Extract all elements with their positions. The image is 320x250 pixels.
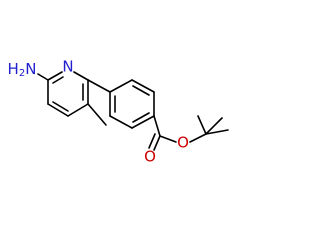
carbonyl-oxygen-label: O xyxy=(144,148,156,166)
bond xyxy=(73,71,89,81)
ester-oxygen-label: O xyxy=(177,134,189,152)
amine-label: H2N xyxy=(8,60,37,80)
bonds xyxy=(37,71,229,151)
bond xyxy=(87,103,107,126)
bond xyxy=(205,117,223,135)
bond xyxy=(132,85,150,96)
amine-subscript: 2 xyxy=(19,68,25,79)
bond xyxy=(159,135,177,143)
bond xyxy=(47,103,69,117)
bond xyxy=(132,112,150,123)
bond xyxy=(153,115,161,137)
bond xyxy=(197,115,207,135)
amine-prefix: H xyxy=(8,60,19,78)
page: H2N N O O (() => { const data = JSON.par… xyxy=(7,57,229,166)
bond xyxy=(109,79,133,93)
ring-nitrogen-label: N xyxy=(62,58,73,76)
bond xyxy=(131,115,155,129)
bond xyxy=(87,79,111,93)
bond xyxy=(205,129,229,135)
amine-atom: N xyxy=(25,60,36,78)
bond xyxy=(52,76,64,84)
bond xyxy=(67,103,89,117)
bond xyxy=(148,133,156,149)
bond xyxy=(47,71,63,81)
molecule: H2N N O O xyxy=(8,58,229,166)
bond xyxy=(189,133,207,143)
bond xyxy=(52,101,69,112)
bond xyxy=(109,115,133,129)
bond xyxy=(37,73,49,81)
bond xyxy=(131,79,155,93)
bond xyxy=(153,135,161,151)
